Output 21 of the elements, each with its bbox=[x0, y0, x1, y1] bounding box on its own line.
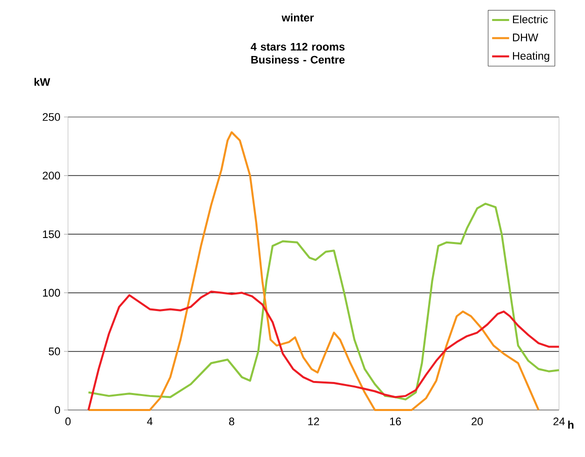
chart-subtitle: 4 stars 112 rooms Business - Centre bbox=[250, 42, 345, 64]
x-tick-label: 4 bbox=[147, 418, 153, 426]
chart-title: winter bbox=[282, 13, 314, 22]
y-tick-label: 50 bbox=[48, 348, 60, 356]
legend-label: Heating bbox=[513, 52, 550, 62]
y-tick-label: 150 bbox=[43, 230, 60, 238]
x-axis-title: h bbox=[568, 420, 574, 429]
y-tick-label: 100 bbox=[43, 288, 60, 297]
x-tick-label: 8 bbox=[229, 418, 234, 426]
y-tick-label: 200 bbox=[42, 172, 60, 180]
x-tick-label: 16 bbox=[390, 418, 401, 426]
legend-label: DHW bbox=[513, 34, 538, 42]
x-tick-label: 0 bbox=[65, 418, 71, 426]
y-axis-title: kW bbox=[34, 78, 50, 86]
y-tick-label: 0 bbox=[54, 406, 60, 414]
x-tick-label: 20 bbox=[472, 418, 483, 426]
x-tick-label: 24 bbox=[553, 418, 565, 426]
legend-label: Electric bbox=[513, 15, 548, 24]
x-tick-label: 12 bbox=[308, 418, 320, 426]
line-series bbox=[87, 202, 560, 400]
y-tick-label: 250 bbox=[42, 113, 60, 121]
